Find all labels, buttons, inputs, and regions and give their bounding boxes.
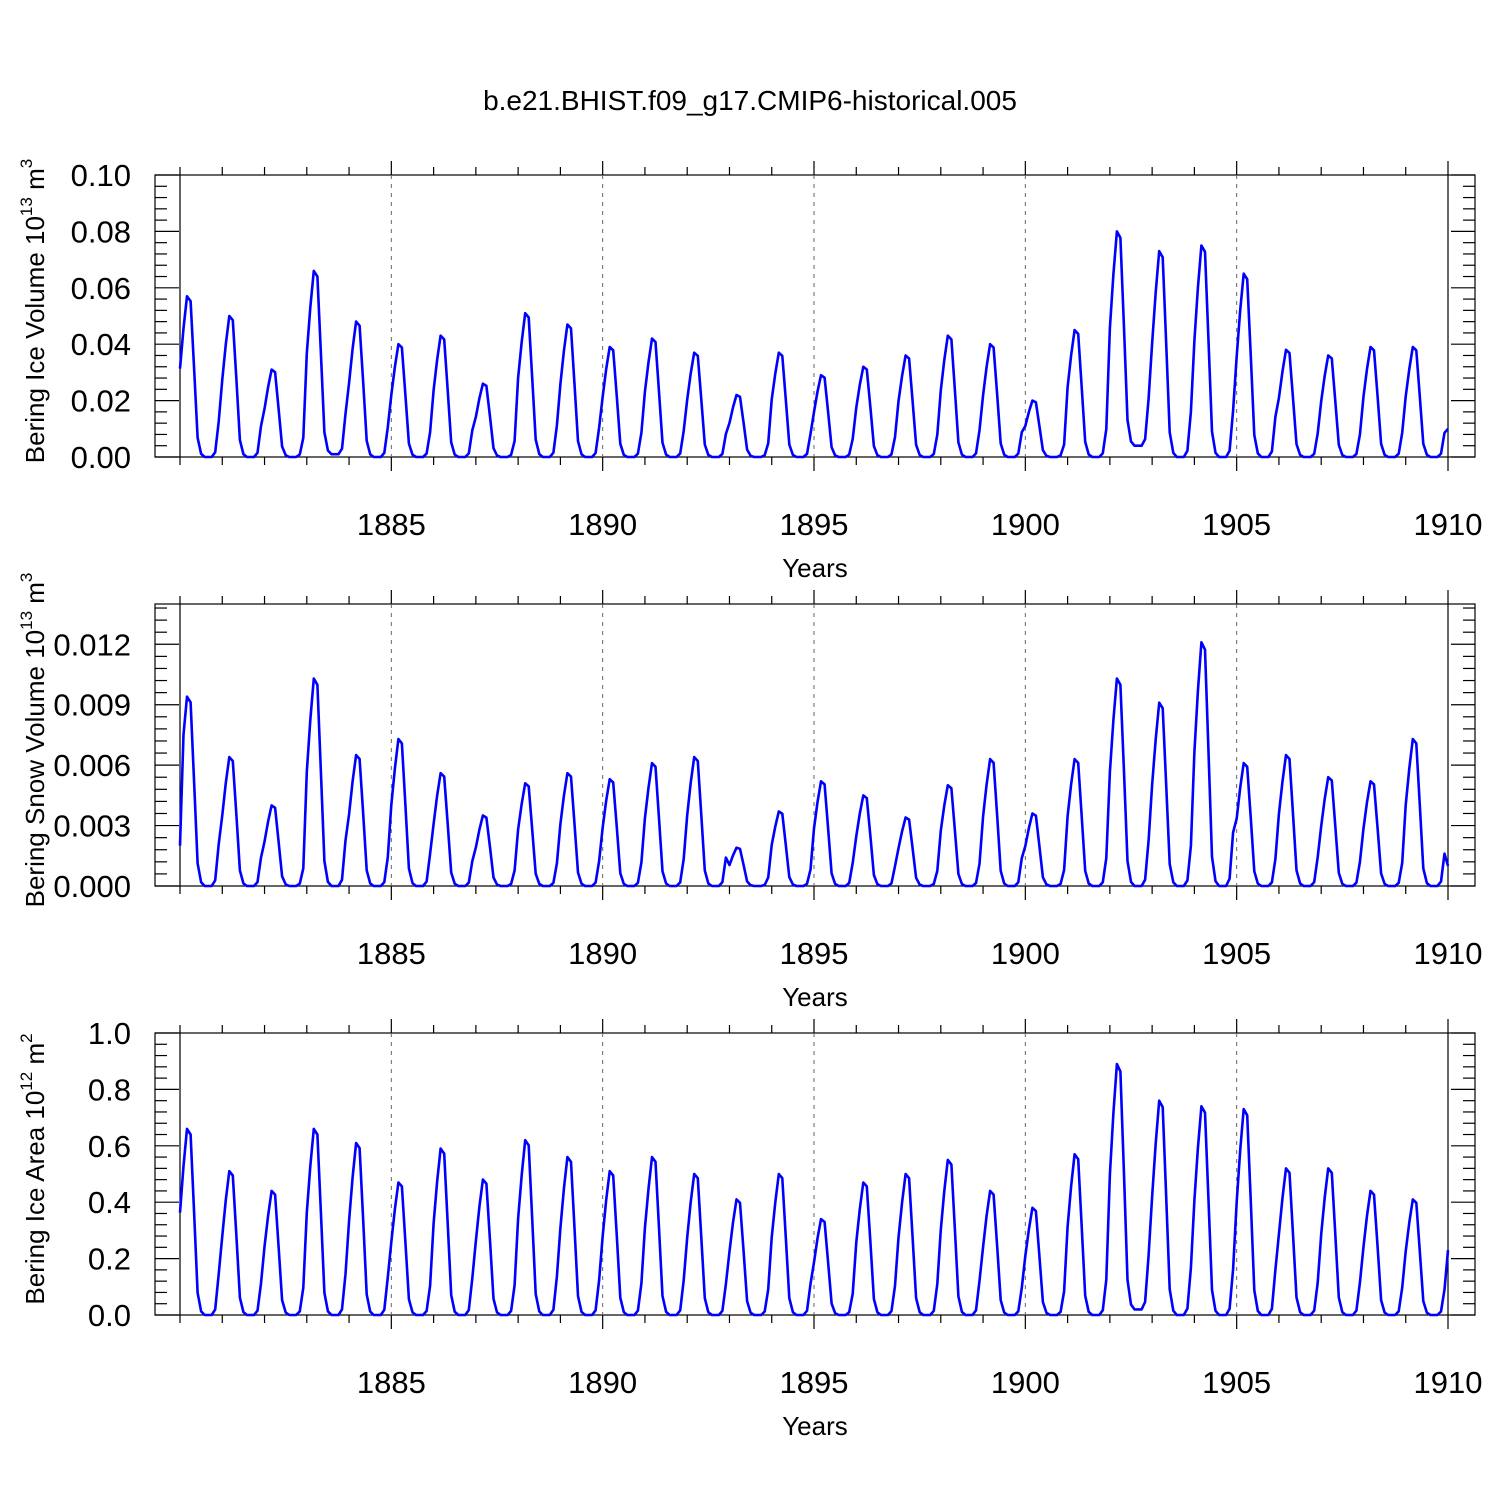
data-series-line — [178, 641, 1450, 888]
panel-2: 0.000 0.003 0.006 0.009 0.012 1885 1890 1895 190… — [17, 573, 1482, 1012]
x-tick-label: 1895 — [780, 507, 849, 542]
y-tick-label: 0.2 — [88, 1242, 131, 1277]
y-tick-label: 0.08 — [71, 214, 131, 249]
plot-frame — [154, 603, 1476, 887]
x-tick-label: 1910 — [1414, 507, 1483, 542]
y-tick-label: 0.04 — [71, 327, 131, 362]
data-series-line — [178, 230, 1449, 459]
y-tick-label: 0.4 — [88, 1185, 131, 1220]
y-tick-label: 1.0 — [88, 1016, 131, 1051]
y-tick-label: 0.6 — [88, 1129, 131, 1164]
x-tick-label: 1900 — [991, 1365, 1060, 1400]
x-tick-label: 1890 — [568, 936, 637, 971]
data-series-line — [178, 1062, 1450, 1317]
x-tick-label: 1890 — [568, 1365, 637, 1400]
plot-frame — [154, 174, 1476, 458]
x-tick-label: 1910 — [1414, 1365, 1483, 1400]
x-tick-label: 1885 — [357, 1365, 426, 1400]
x-axis-label: Years — [782, 982, 848, 1012]
x-tick-label: 1900 — [991, 936, 1060, 971]
y-tick-label: 0.00 — [71, 440, 131, 475]
plot-frame — [154, 1032, 1476, 1316]
x-tick-label: 1905 — [1202, 507, 1271, 542]
y-axis-label: Bering Snow Volume 1013 m3 — [17, 573, 50, 908]
y-tick-label: 0.009 — [53, 688, 131, 723]
x-tick-label: 1905 — [1202, 1365, 1271, 1400]
y-tick-label: 0.06 — [71, 271, 131, 306]
x-tick-label: 1895 — [780, 936, 849, 971]
x-tick-label: 1885 — [357, 936, 426, 971]
y-tick-label: 0.003 — [53, 809, 131, 844]
x-tick-label: 1900 — [991, 507, 1060, 542]
y-tick-label: 0.0 — [88, 1298, 131, 1333]
panel-3: 0.0 0.2 0.4 0.6 0.8 1.0 1885 1890 1895 1900 1905 19… — [17, 1016, 1482, 1441]
x-tick-label: 1895 — [780, 1365, 849, 1400]
panel-1: 0.00 0.02 0.04 0.06 0.08 0.10 1885 1890 1895 1900… — [17, 158, 1482, 583]
x-axis-label: Years — [782, 1411, 848, 1441]
y-axis-label: Bering Ice Volume 1013 m3 — [17, 159, 50, 463]
figure-title: b.e21.BHIST.f09_g17.CMIP6-historical.005 — [483, 85, 1017, 116]
y-tick-label: 0.10 — [71, 158, 131, 193]
x-tick-label: 1890 — [568, 507, 637, 542]
x-tick-label: 1910 — [1414, 936, 1483, 971]
x-tick-label: 1905 — [1202, 936, 1271, 971]
y-tick-label: 0.012 — [53, 627, 131, 662]
y-tick-label: 0.006 — [53, 748, 131, 783]
y-tick-label: 0.000 — [53, 869, 131, 904]
panels-group: 0.00 0.02 0.04 0.06 0.08 0.10 1885 1890 1895 1900… — [17, 158, 1482, 1441]
y-axis-label: Bering Ice Area 1012 m2 — [17, 1033, 50, 1304]
x-axis-label: Years — [782, 553, 848, 583]
y-tick-label: 0.8 — [88, 1072, 131, 1107]
y-tick-label: 0.02 — [71, 384, 131, 419]
x-tick-label: 1885 — [357, 507, 426, 542]
